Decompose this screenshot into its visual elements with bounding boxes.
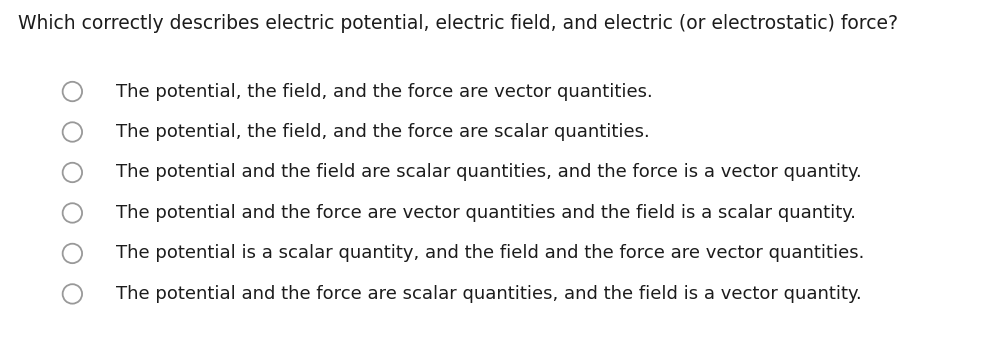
Text: Which correctly describes electric potential, electric field, and electric (or e: Which correctly describes electric poten… xyxy=(18,14,898,33)
Text: The potential and the force are vector quantities and the field is a scalar quan: The potential and the force are vector q… xyxy=(116,204,855,222)
Text: The potential and the force are scalar quantities, and the field is a vector qua: The potential and the force are scalar q… xyxy=(116,285,861,303)
Text: The potential, the field, and the force are vector quantities.: The potential, the field, and the force … xyxy=(116,82,652,101)
Text: The potential, the field, and the force are scalar quantities.: The potential, the field, and the force … xyxy=(116,123,649,141)
Text: The potential and the field are scalar quantities, and the force is a vector qua: The potential and the field are scalar q… xyxy=(116,163,861,182)
Text: The potential is a scalar quantity, and the field and the force are vector quant: The potential is a scalar quantity, and … xyxy=(116,244,864,263)
